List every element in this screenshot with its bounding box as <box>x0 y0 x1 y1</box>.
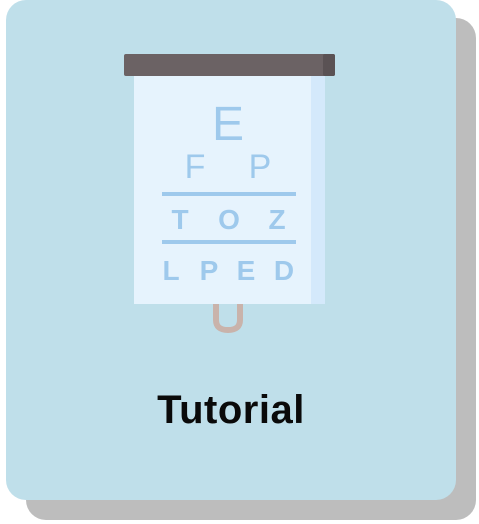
chart-top-bar <box>124 54 335 76</box>
chart-letter: D <box>274 255 294 286</box>
chart-letter: P <box>249 148 272 186</box>
chart-top-bar-end <box>323 54 335 76</box>
chart-letter: E <box>212 98 244 151</box>
chart-letter: E <box>237 255 256 286</box>
chart-panel <box>134 70 325 304</box>
chart-letter: T <box>171 204 188 235</box>
tutorial-card[interactable]: E F P T O Z L P E D Tutorial <box>6 0 456 500</box>
chart-letter: F <box>185 148 206 186</box>
chart-letter: L <box>162 255 179 286</box>
eye-chart-icon: E F P T O Z L P E D <box>124 54 335 334</box>
chart-line <box>162 192 296 196</box>
chart-letter: P <box>200 255 219 286</box>
chart-hook <box>213 299 243 334</box>
chart-letter: Z <box>268 204 285 235</box>
chart-letter: O <box>218 204 240 235</box>
chart-line <box>162 240 296 244</box>
chart-panel-side <box>311 70 325 304</box>
card-label: Tutorial <box>157 388 305 432</box>
